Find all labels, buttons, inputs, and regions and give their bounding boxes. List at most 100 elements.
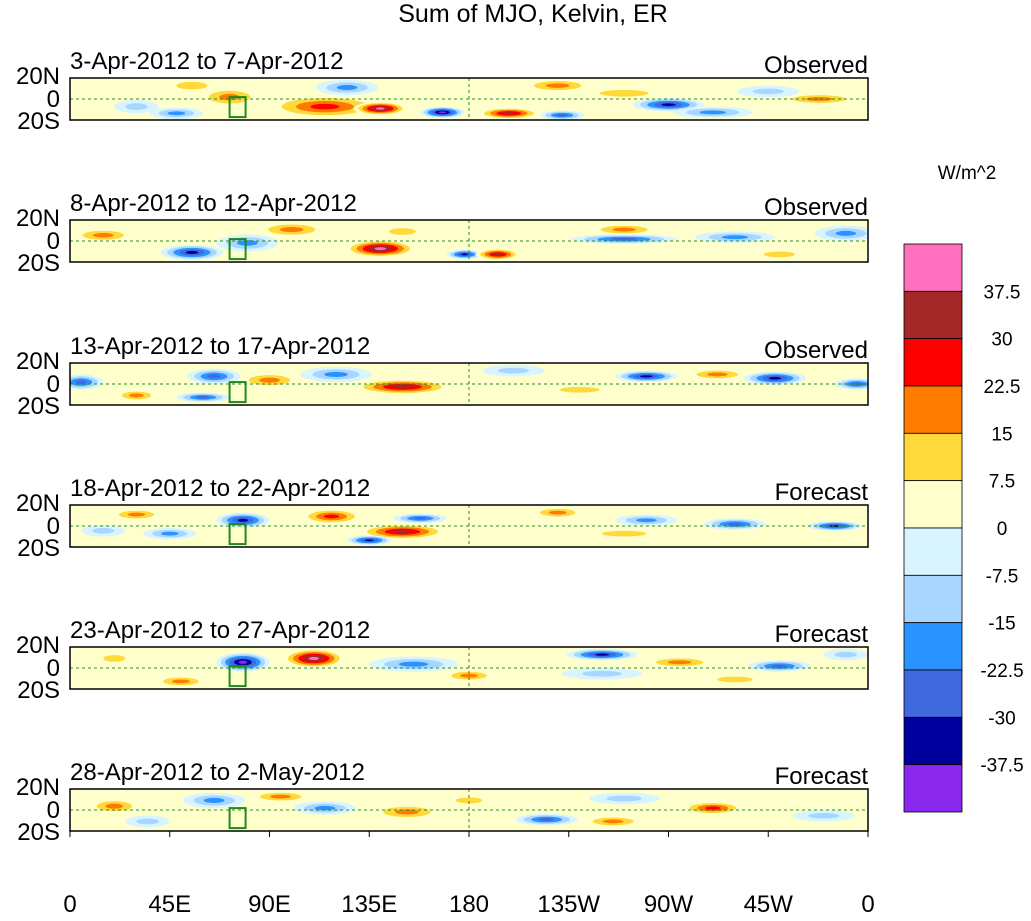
panel-status: Observed xyxy=(764,52,868,79)
anomaly-contour xyxy=(835,230,857,236)
anomaly-contour xyxy=(602,530,647,537)
colorbar-swatch xyxy=(903,574,963,624)
y-tick-label: 20S xyxy=(17,677,60,704)
anomaly-contour xyxy=(727,522,743,526)
colorbar-level-label: 37.5 xyxy=(984,282,1021,303)
panel-date-range: 8-Apr-2012 to 12-Apr-2012 xyxy=(70,190,357,217)
anomaly-contour xyxy=(413,517,427,520)
region-box xyxy=(228,381,247,404)
x-tick-label: 90W xyxy=(644,891,694,918)
x-tick-label: 45W xyxy=(744,891,794,918)
anomaly-contour xyxy=(374,247,387,251)
anomaly-contour xyxy=(389,228,416,235)
panel-status: Observed xyxy=(764,194,868,221)
panel-date-range: 13-Apr-2012 to 17-Apr-2012 xyxy=(70,333,370,360)
anomaly-contour xyxy=(705,806,721,810)
anomaly-contour xyxy=(606,795,642,802)
colorbar-swatch xyxy=(903,338,963,387)
colorbar-level-label: 7.5 xyxy=(989,472,1015,493)
x-tick-label: 135W xyxy=(537,891,600,918)
anomaly-contour xyxy=(207,374,221,379)
colorbar-level-label: 30 xyxy=(991,330,1012,351)
y-tick-label: 20S xyxy=(17,535,60,562)
x-tick-label: 0 xyxy=(63,891,76,918)
y-tick-label: 20S xyxy=(17,819,60,846)
panel-date-range: 23-Apr-2012 to 27-Apr-2012 xyxy=(70,617,370,644)
anomaly-contour xyxy=(323,514,340,519)
map-panel: 13-Apr-2012 to 17-Apr-2012 Observed 20N020… xyxy=(16,333,869,420)
anomaly-contour xyxy=(455,797,483,804)
anomaly-contour xyxy=(640,375,653,378)
anomaly-contour xyxy=(556,114,568,117)
colorbar-level-label: 22.5 xyxy=(984,377,1021,398)
colorbar-swatch xyxy=(903,432,963,482)
colorbar-swatch xyxy=(903,290,963,340)
anomaly-contour xyxy=(461,253,469,256)
colorbar-swatch xyxy=(903,622,963,671)
anomaly-contour xyxy=(594,653,610,656)
anomaly-contour xyxy=(176,81,208,90)
colorbar-swatch xyxy=(903,480,963,529)
y-tick-label: 20N xyxy=(16,63,60,90)
anomaly-contour xyxy=(393,530,412,534)
anomaly-contour xyxy=(699,110,727,115)
panel-frame xyxy=(69,646,869,690)
anomaly-contour xyxy=(808,812,840,819)
anomaly-contour xyxy=(270,794,291,799)
anomaly-contour xyxy=(92,527,115,534)
anomaly-contour xyxy=(171,679,190,684)
anomaly-contour xyxy=(602,819,624,824)
map-panel: 18-Apr-2012 to 22-Apr-2012 Forecast 20N020… xyxy=(16,475,869,562)
y-tick-label: 20N xyxy=(16,774,60,801)
anomaly-contour xyxy=(160,531,179,536)
colorbar-level-label: -7.5 xyxy=(986,566,1019,587)
anomaly-contour xyxy=(308,656,320,661)
colorbar-swatch xyxy=(903,527,963,576)
anomaly-contour xyxy=(538,818,555,821)
anomaly-contour xyxy=(502,112,516,115)
anomaly-contour xyxy=(314,805,336,811)
x-tick-label: 180 xyxy=(449,891,489,918)
y-tick-label: 0 xyxy=(47,655,60,682)
anomaly-contour xyxy=(127,512,146,517)
anomaly-contour xyxy=(129,393,144,398)
anomaly-contour xyxy=(237,518,249,522)
y-tick-label: 20S xyxy=(17,250,60,277)
colorbar-swatch xyxy=(903,243,963,292)
anomaly-contour xyxy=(136,818,159,825)
anomaly-contour xyxy=(238,660,248,664)
panel-frame xyxy=(69,77,869,121)
y-tick-label: 0 xyxy=(47,228,60,255)
colorbar-units: W/m^2 xyxy=(938,163,997,184)
anomaly-contour xyxy=(661,103,676,107)
anomaly-contour xyxy=(398,661,429,667)
anomaly-contour xyxy=(167,111,186,116)
anomaly-contour xyxy=(610,237,638,241)
panel-date-range: 18-Apr-2012 to 22-Apr-2012 xyxy=(70,475,370,502)
colorbar-level-label: -22.5 xyxy=(980,661,1023,682)
y-tick-label: 20N xyxy=(16,632,60,659)
anomaly-contour xyxy=(599,89,649,97)
colorbar-level-label: -37.5 xyxy=(980,756,1023,777)
colorbar-swatch xyxy=(903,764,963,813)
colorbar-swatch xyxy=(903,385,963,434)
anomaly-contour xyxy=(717,676,753,683)
anomaly-contour xyxy=(324,371,348,378)
anomaly-contour xyxy=(92,233,114,238)
colorbar-swatch xyxy=(903,716,963,766)
anomaly-contour xyxy=(612,227,636,232)
region-box xyxy=(228,238,247,261)
panel-frame xyxy=(69,504,869,548)
anomaly-contour xyxy=(392,385,413,389)
x-tick-label: 45E xyxy=(148,891,191,918)
colorbar-level-label: -30 xyxy=(988,708,1015,729)
chart-title: Sum of MJO, Kelvin, ER xyxy=(398,0,668,28)
x-tick-label: 135E xyxy=(341,891,397,918)
panel-status: Forecast xyxy=(775,763,869,790)
anomaly-contour xyxy=(805,97,833,101)
y-tick-label: 20N xyxy=(16,490,60,517)
